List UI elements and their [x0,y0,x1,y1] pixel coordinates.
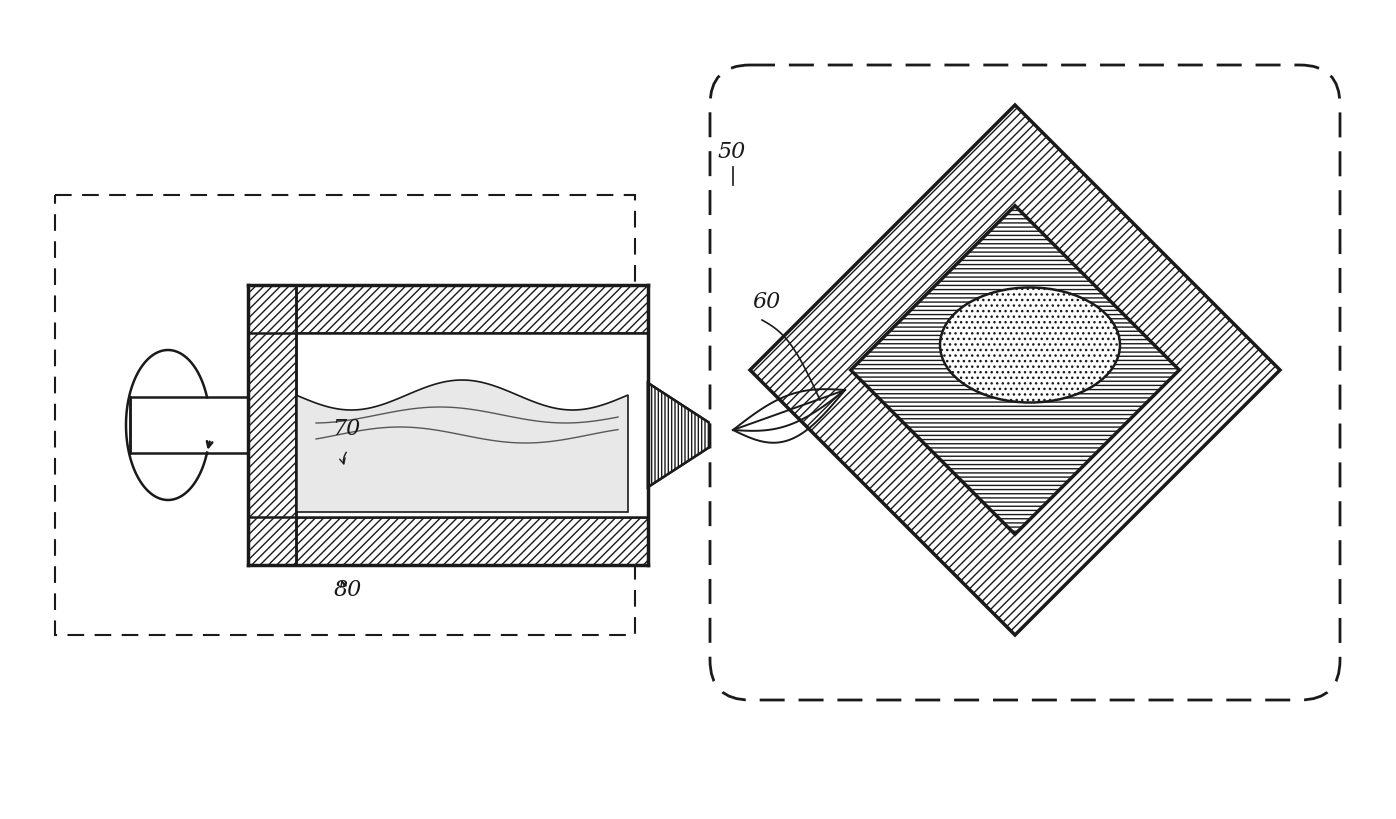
Bar [248,285,296,565]
Text: 60: 60 [752,291,780,313]
Bar [248,517,648,565]
Polygon shape [750,105,1280,635]
Text: 80: 80 [334,579,362,601]
Polygon shape [648,383,727,487]
FancyBboxPatch shape [711,65,1340,700]
Ellipse shape [940,287,1120,402]
Polygon shape [648,383,727,487]
Bar [248,285,648,333]
Text: 50: 50 [718,141,747,163]
Bar [54,195,635,635]
Polygon shape [296,380,628,512]
Bar [130,397,248,453]
Polygon shape [850,206,1180,534]
Bar [248,333,648,517]
Text: 70: 70 [332,418,360,440]
